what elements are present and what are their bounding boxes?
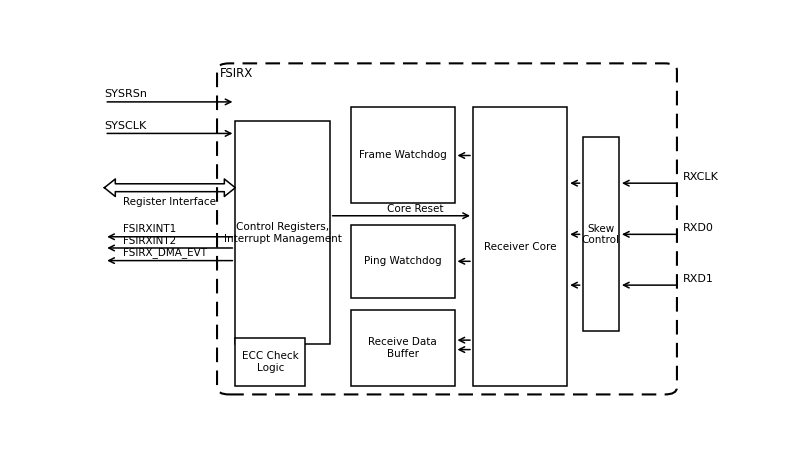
FancyBboxPatch shape (473, 107, 567, 386)
FancyBboxPatch shape (351, 224, 454, 298)
FancyBboxPatch shape (351, 310, 454, 386)
Text: Receiver Core: Receiver Core (484, 242, 556, 252)
FancyBboxPatch shape (235, 121, 330, 344)
Text: Core Reset: Core Reset (387, 204, 443, 214)
FancyBboxPatch shape (235, 339, 305, 386)
Text: RXCLK: RXCLK (683, 172, 719, 182)
Text: Receive Data
Buffer: Receive Data Buffer (369, 338, 437, 359)
FancyBboxPatch shape (217, 63, 677, 394)
Text: Control Registers,
Interrupt Management: Control Registers, Interrupt Management (224, 222, 342, 244)
Text: FSIRXINT2: FSIRXINT2 (123, 236, 176, 246)
Text: FSIRXINT1: FSIRXINT1 (123, 224, 176, 234)
Text: RXD1: RXD1 (683, 274, 714, 284)
Text: FSIRX: FSIRX (220, 67, 253, 80)
Text: Register Interface: Register Interface (123, 197, 216, 207)
Text: SYSCLK: SYSCLK (105, 121, 147, 131)
Text: Ping Watchdog: Ping Watchdog (364, 256, 442, 266)
Text: ECC Check
Logic: ECC Check Logic (242, 351, 299, 373)
Text: SYSRSn: SYSRSn (105, 90, 147, 100)
Text: FSIRX_DMA_EVT: FSIRX_DMA_EVT (123, 247, 207, 258)
Text: RXD0: RXD0 (683, 223, 714, 233)
Text: Skew
Control: Skew Control (582, 223, 620, 245)
FancyBboxPatch shape (582, 137, 619, 331)
Text: Frame Watchdog: Frame Watchdog (359, 150, 446, 160)
FancyBboxPatch shape (351, 107, 454, 203)
